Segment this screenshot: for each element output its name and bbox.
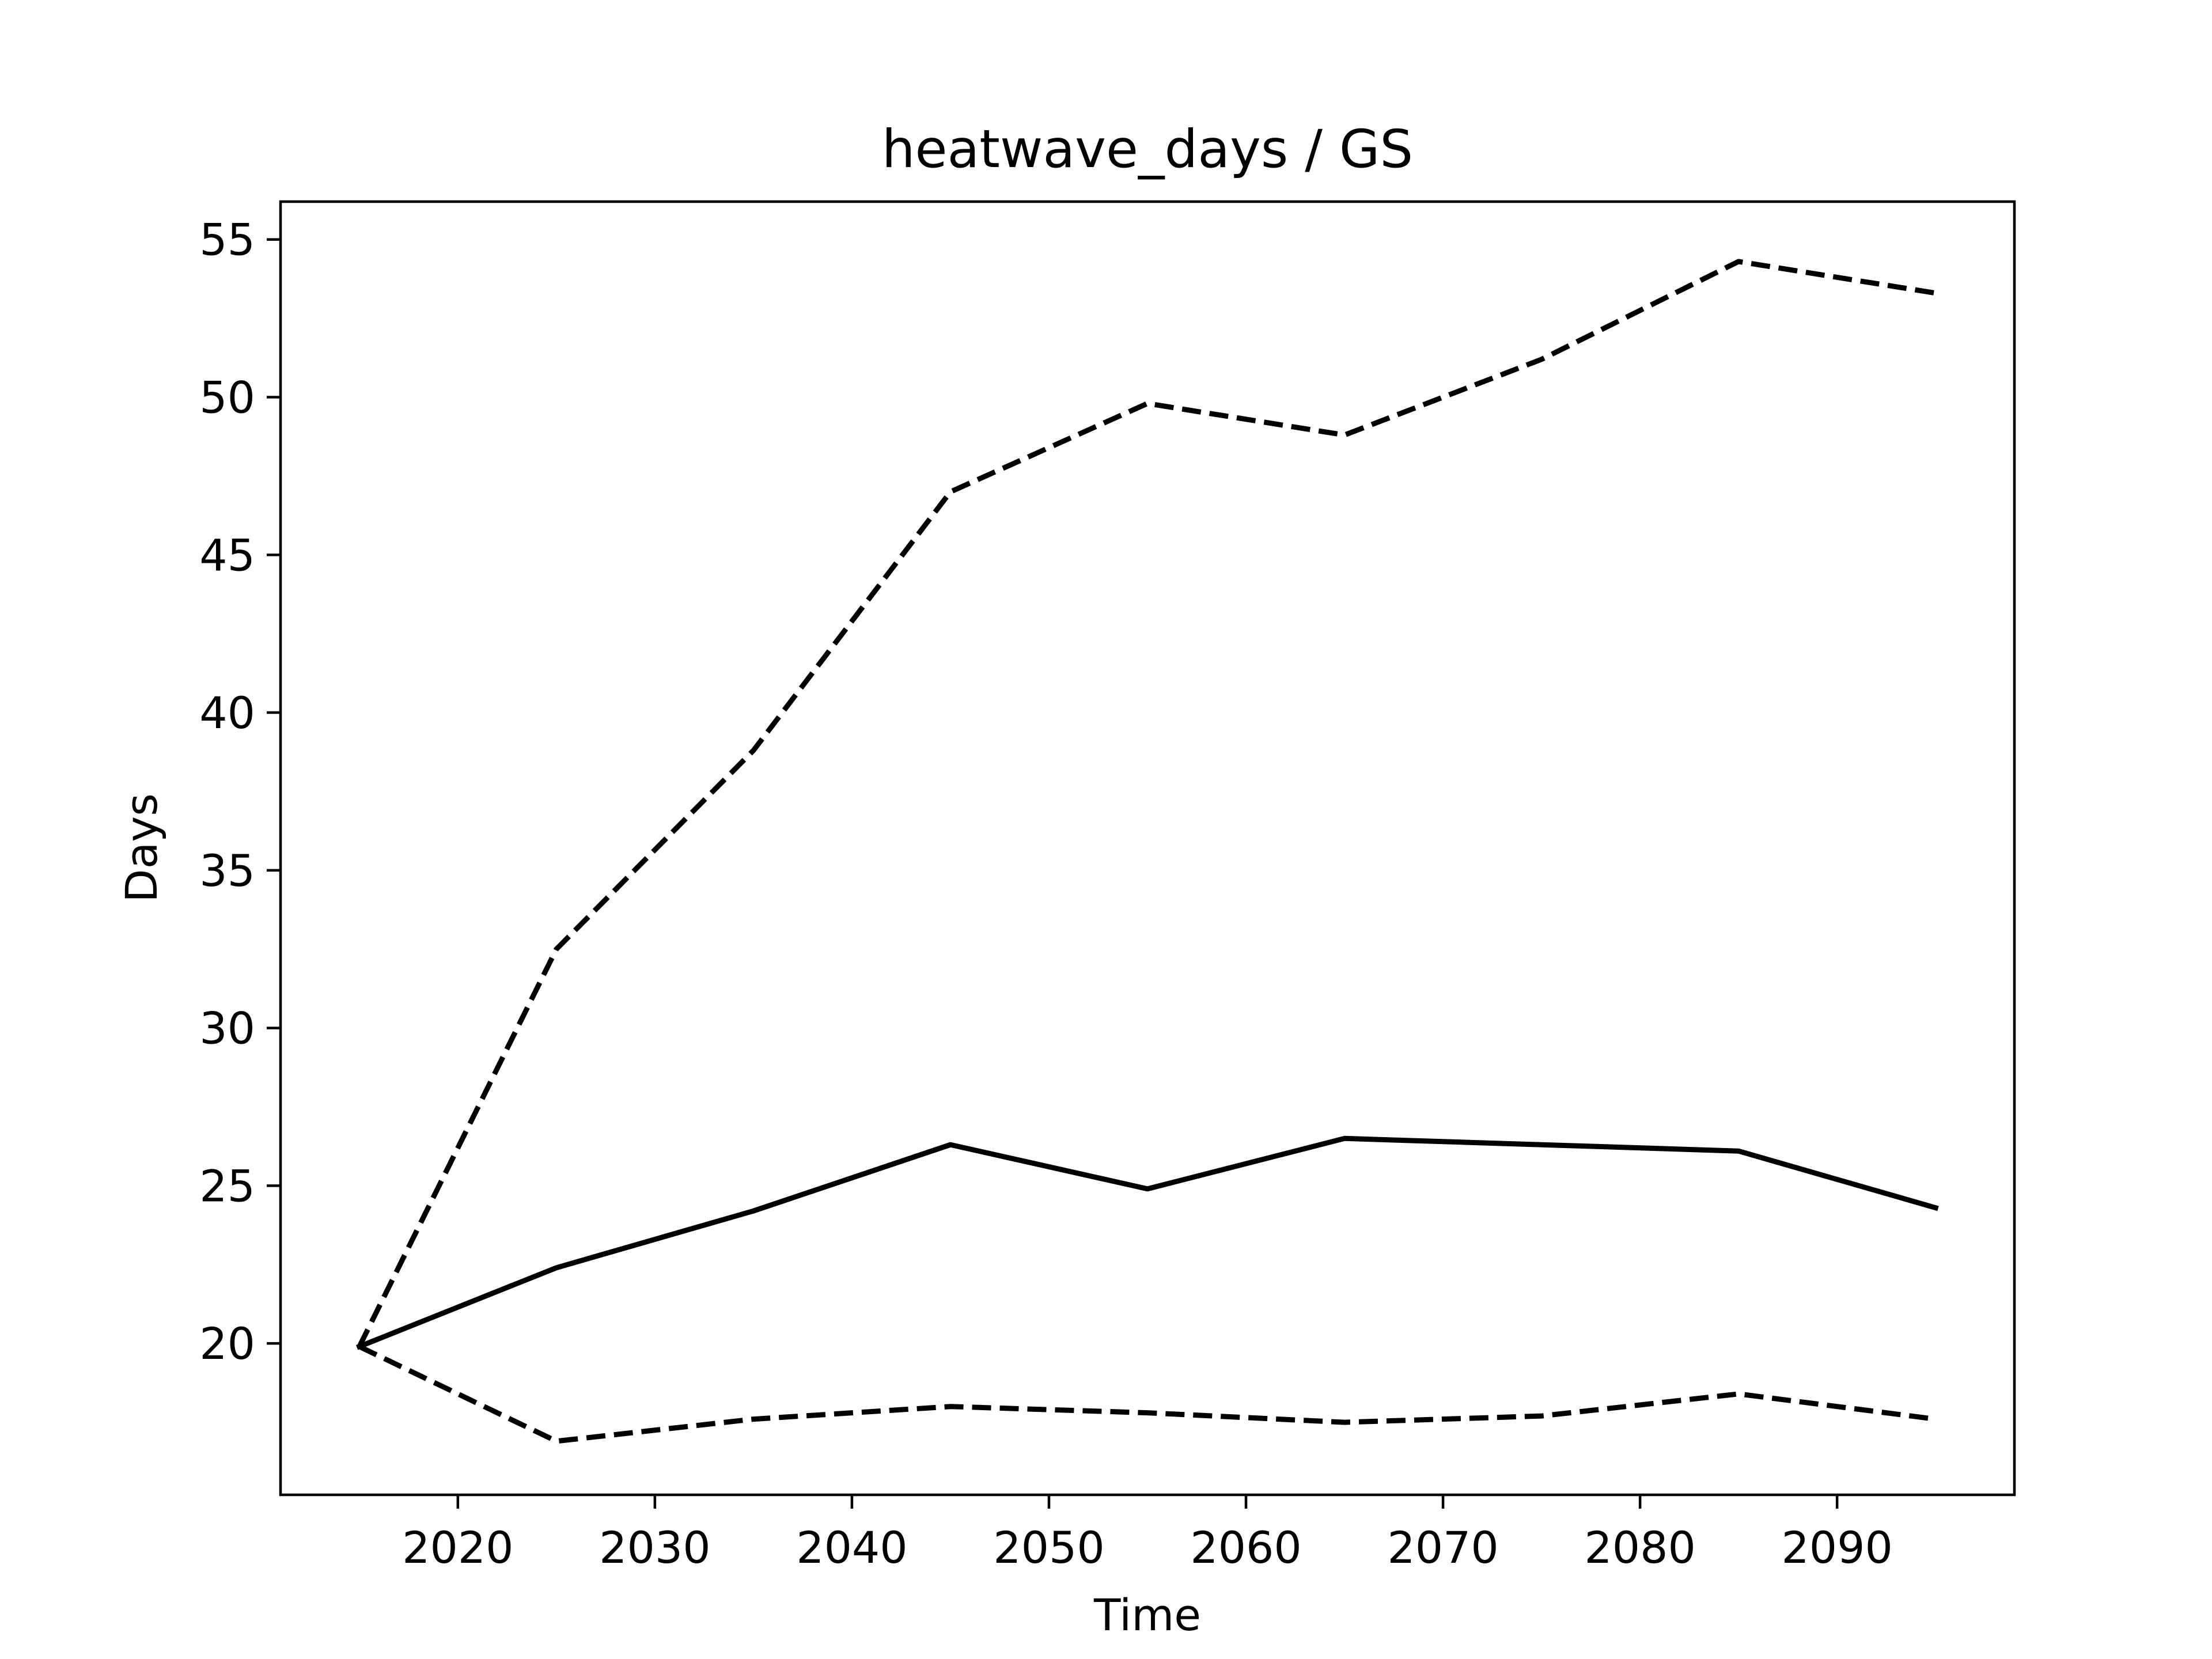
y-tick-label: 20: [199, 1318, 255, 1369]
y-tick-label: 30: [199, 1003, 255, 1054]
y-tick-label: 25: [199, 1160, 255, 1211]
x-axis: 2020 2030 2040 2050 2060 2070 2080 2090: [402, 1495, 1893, 1573]
x-tick-label: 2030: [599, 1522, 710, 1573]
series-line-1: [355, 1135, 1939, 1350]
chart-title: heatwave_days / GS: [882, 119, 1413, 180]
x-tick-label: 2090: [1781, 1522, 1892, 1573]
plot-frame: [279, 200, 2016, 1497]
x-tick-label: 2050: [993, 1522, 1104, 1573]
y-tick-label: 40: [199, 687, 255, 738]
x-tick-label: 2040: [796, 1522, 907, 1573]
series-line-2: [357, 259, 1936, 1348]
y-axis-label: Days: [116, 793, 167, 903]
x-tick-label: 2020: [402, 1522, 513, 1573]
y-tick-label: 35: [199, 845, 255, 896]
x-tick-label: 2060: [1190, 1522, 1301, 1573]
y-tick-label: 45: [199, 529, 255, 581]
x-tick-label: 2070: [1387, 1522, 1498, 1573]
x-tick-label: 2080: [1584, 1522, 1695, 1573]
series-line-3: [358, 1344, 1936, 1444]
x-axis-label: Time: [1093, 1589, 1201, 1641]
series-layer: [355, 259, 1939, 1444]
y-tick-label: 55: [199, 214, 255, 266]
y-axis: 20 25 30 35 40 45 50 55: [199, 214, 281, 1369]
y-tick-label: 50: [199, 372, 255, 423]
